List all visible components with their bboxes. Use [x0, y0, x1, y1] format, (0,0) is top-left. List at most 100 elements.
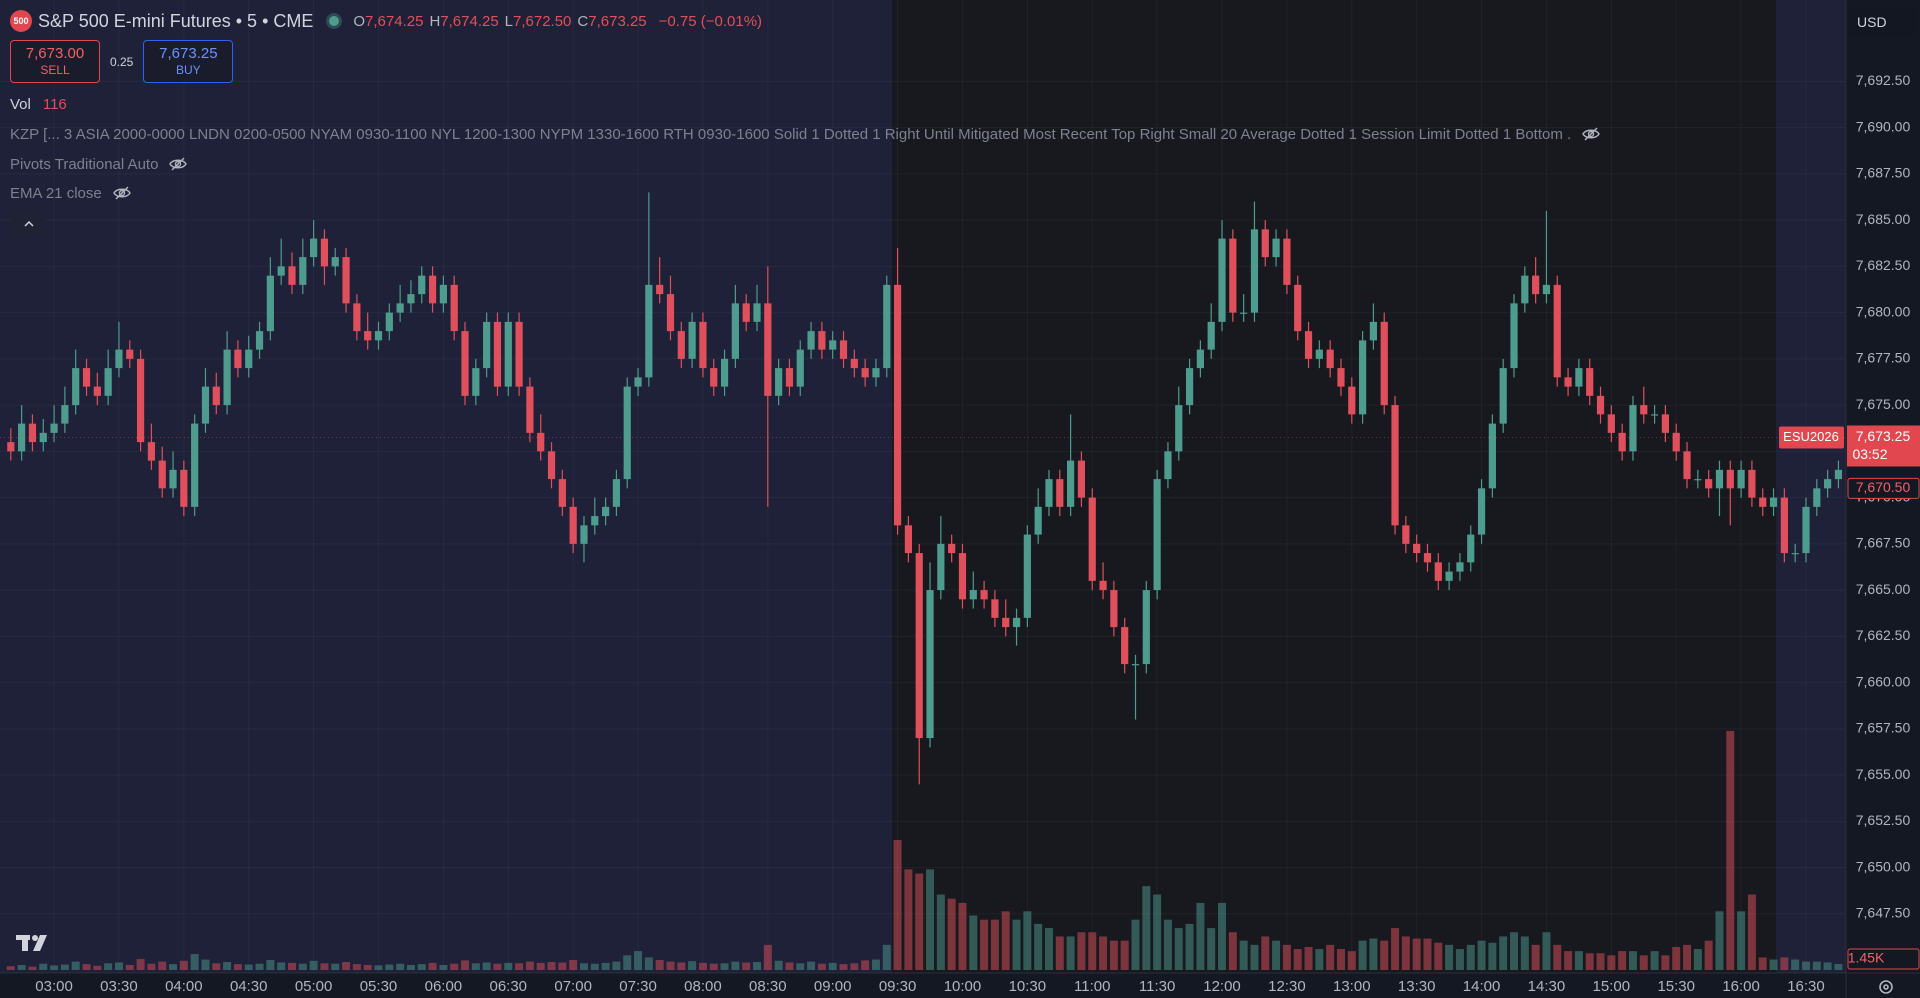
buy-button[interactable]: 7,673.25 BUY — [143, 40, 234, 83]
indicator-title[interactable]: Pivots Traditional Auto — [10, 155, 159, 173]
hide-icon[interactable] — [1581, 126, 1601, 142]
candle-body — [1250, 229, 1259, 313]
session-background — [0, 0, 892, 973]
volume-bar — [277, 962, 286, 970]
ohlc-value: 7,673.25 — [588, 12, 647, 30]
volume-bar — [471, 963, 480, 970]
candle-body — [169, 469, 177, 489]
volume-bar — [266, 959, 275, 970]
x-tick-label: 07:30 — [619, 978, 657, 995]
candle-body — [1802, 506, 1810, 554]
candle-body — [450, 284, 458, 332]
candle-body — [1023, 534, 1031, 618]
volume-bar — [461, 960, 470, 970]
candle-body — [1467, 534, 1475, 563]
candle-body — [396, 303, 404, 313]
session-background — [1776, 0, 1846, 973]
price-marker-badge — [1847, 477, 1920, 499]
volume-bar — [807, 961, 816, 970]
volume-bar — [1639, 955, 1648, 970]
candle-body — [1185, 368, 1194, 406]
candle-body — [1521, 275, 1529, 304]
volume-bar — [1272, 940, 1281, 970]
buy-label: BUY — [176, 62, 201, 77]
sell-label: SELL — [40, 62, 70, 77]
candle-body — [1705, 479, 1713, 489]
volume-bar — [1099, 936, 1108, 970]
candle-body — [904, 525, 913, 554]
volume-bar — [698, 962, 707, 970]
x-tick-label: 04:00 — [165, 978, 203, 995]
ohlc-item: H7,674.25 — [429, 13, 498, 30]
candle-body — [1207, 321, 1215, 350]
volume-bar — [1466, 944, 1475, 970]
x-tick-label: 03:30 — [100, 978, 138, 995]
candle-body — [969, 590, 977, 600]
indicator-legend: KZP [... 3 ASIA 2000-0000 LNDN 0200-0500… — [10, 124, 1601, 144]
indicator-title[interactable]: EMA 21 close — [10, 184, 102, 202]
symbol-title[interactable]: S&P 500 E-mini Futures • 5 • CME — [38, 10, 314, 31]
volume-bar — [1293, 949, 1302, 970]
volume-bar — [1001, 911, 1010, 970]
candle-body — [1488, 423, 1496, 489]
sell-button[interactable]: 7,673.00 SELL — [10, 40, 100, 83]
candle-body — [374, 331, 383, 341]
volume-bar — [504, 962, 513, 970]
ohlc-label: L — [504, 12, 514, 30]
candle-body — [1824, 479, 1832, 489]
y-tick-label: 7,692.50 — [1856, 72, 1911, 88]
candle-body — [1402, 525, 1410, 544]
candle-body — [50, 423, 58, 433]
y-tick-label: 7,647.50 — [1856, 905, 1911, 921]
y-tick-label: 7,690.00 — [1856, 118, 1911, 134]
collapse-legend-button[interactable] — [12, 211, 46, 236]
x-tick-label: 08:30 — [749, 978, 787, 995]
x-tick-label: 08:00 — [684, 978, 722, 995]
volume-bar — [255, 963, 264, 970]
candle-body — [688, 321, 696, 359]
candle-body — [39, 432, 47, 443]
x-tick-label: 11:30 — [1139, 978, 1175, 995]
volume-bar — [1737, 911, 1746, 970]
volume-bar — [871, 959, 880, 970]
candle-body — [1142, 590, 1150, 665]
volume-bar — [1023, 911, 1032, 970]
indicator-title[interactable]: KZP [... 3 ASIA 2000-0000 LNDN 0200-0500… — [10, 125, 1572, 143]
hide-icon[interactable] — [168, 156, 188, 172]
candle-body — [1034, 506, 1042, 535]
volume-bar — [1585, 953, 1594, 970]
candle-body — [1002, 617, 1010, 628]
candle-body — [1056, 479, 1064, 507]
y-tick-label: 7,675.00 — [1856, 396, 1911, 412]
last-price-badge — [1847, 425, 1920, 467]
x-tick-label: 12:30 — [1268, 978, 1306, 995]
candle-body — [61, 405, 69, 424]
candle-body — [353, 303, 361, 332]
last-price-label: 7,673.25 — [1856, 428, 1911, 444]
candles — [7, 192, 1843, 785]
x-tick-label: 14:30 — [1528, 978, 1566, 995]
candle-body — [1456, 562, 1464, 572]
volume-bar — [655, 959, 664, 970]
volume-bar — [309, 960, 318, 970]
volume-bar — [298, 963, 307, 970]
volume-bar — [1434, 942, 1443, 970]
volume-bar — [396, 963, 405, 970]
volume-bar — [493, 963, 502, 970]
candle-body — [201, 386, 210, 424]
hide-icon[interactable] — [112, 185, 132, 201]
volume-bar — [1672, 946, 1681, 970]
candle-body — [1304, 331, 1313, 359]
settings-button[interactable] — [1879, 980, 1893, 994]
candle-body — [504, 321, 512, 387]
volume-bar — [547, 962, 556, 970]
volume-legend: Vol 116 — [10, 94, 67, 114]
y-tick-label: 7,680.00 — [1856, 303, 1911, 319]
candle-body — [115, 349, 123, 369]
candle-body — [180, 469, 188, 507]
volume-bar — [331, 963, 340, 970]
x-tick-label: 13:30 — [1398, 978, 1436, 995]
volume-bar — [882, 944, 891, 970]
volume-bar — [1412, 938, 1421, 970]
currency-button[interactable]: USD — [1849, 6, 1916, 37]
